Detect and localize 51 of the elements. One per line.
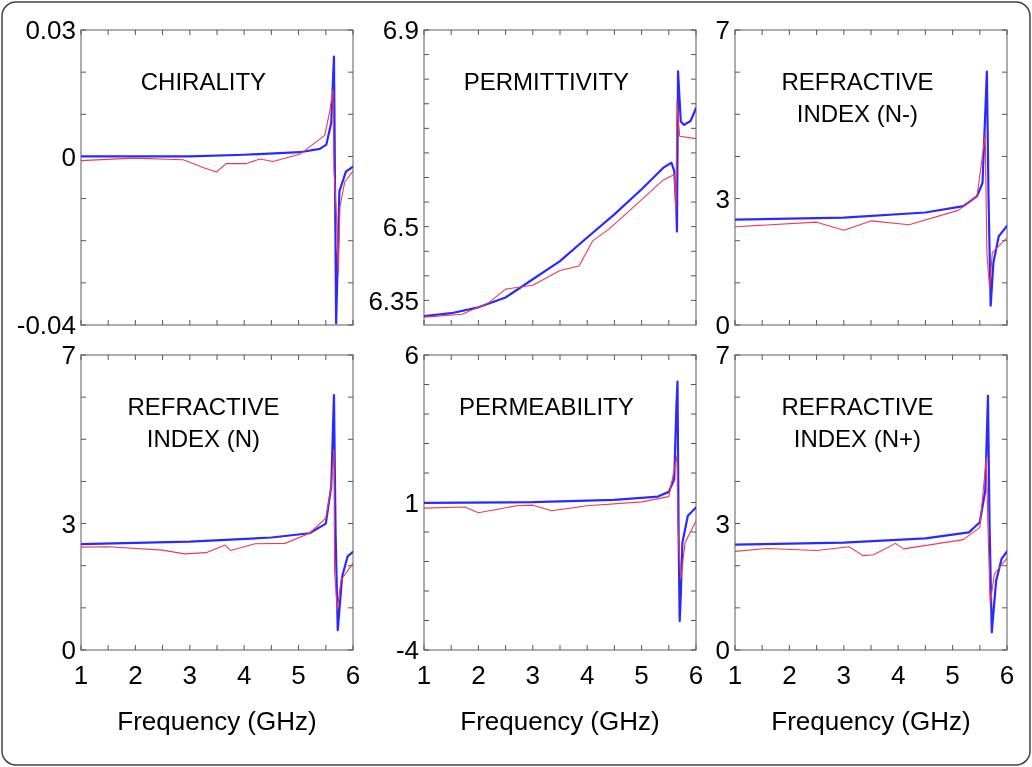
text: REFRACTIVE INDEX (N) bbox=[127, 393, 280, 453]
line-series bbox=[735, 133, 1007, 290]
y-tick-label: 3 bbox=[715, 183, 730, 214]
y-tick-label: 6.5 bbox=[382, 211, 419, 242]
y-tick-label: 6 bbox=[404, 340, 419, 371]
y-tick-label: 1 bbox=[404, 487, 419, 518]
y-tick-label: -0.04 bbox=[16, 310, 76, 341]
x-axis-title: Frequency (GHz) bbox=[460, 706, 660, 736]
line-series bbox=[735, 394, 1007, 634]
line-series bbox=[81, 393, 353, 632]
text: PERMEABILITY bbox=[459, 393, 634, 420]
line-series bbox=[735, 70, 1007, 307]
x-axis-title: Frequency (GHz) bbox=[771, 706, 971, 736]
x-tick-label: 4 bbox=[236, 660, 252, 690]
y-tick-label: 0 bbox=[715, 635, 730, 666]
x-tick-label: 3 bbox=[836, 660, 852, 690]
x-tick-label: 4 bbox=[579, 660, 595, 690]
y-tick-label: 3 bbox=[61, 508, 76, 539]
y-tick-label: 0 bbox=[715, 310, 730, 341]
x-tick-label: 5 bbox=[634, 660, 649, 690]
x-axis-title: Frequency (GHz) bbox=[117, 706, 317, 736]
x-tick-label: 2 bbox=[471, 660, 486, 690]
x-tick-label: 6 bbox=[345, 660, 361, 690]
x-tick-label: 3 bbox=[182, 660, 198, 690]
y-tick-label: -4 bbox=[395, 635, 419, 666]
y-tick-label: 3 bbox=[715, 508, 730, 539]
x-tick-label: 6 bbox=[688, 660, 704, 690]
line-series bbox=[81, 89, 353, 275]
x-tick-label: 5 bbox=[945, 660, 960, 690]
text: REFRACTIVE INDEX (N+) bbox=[781, 393, 934, 453]
x-tick-label: 4 bbox=[890, 660, 906, 690]
y-tick-label: 6.9 bbox=[382, 15, 419, 46]
text: CHIRALITY bbox=[140, 68, 267, 95]
y-tick-label: 6.35 bbox=[368, 285, 419, 316]
line-series bbox=[424, 455, 696, 580]
y-tick-label: 0 bbox=[61, 141, 76, 172]
y-tick-label: 7 bbox=[715, 340, 730, 371]
text: PERMITTIVITY bbox=[463, 68, 630, 95]
text: REFRACTIVE INDEX (N-) bbox=[781, 68, 934, 128]
line-series bbox=[81, 55, 353, 325]
x-tick-label: 5 bbox=[291, 660, 306, 690]
y-tick-label: 7 bbox=[715, 15, 730, 46]
x-tick-label: 3 bbox=[525, 660, 541, 690]
line-series bbox=[424, 380, 696, 623]
x-tick-label: 2 bbox=[782, 660, 797, 690]
x-tick-label: 6 bbox=[999, 660, 1015, 690]
x-tick-label: 2 bbox=[128, 660, 143, 690]
y-tick-label: 0.03 bbox=[25, 15, 76, 46]
y-tick-label: 7 bbox=[61, 340, 76, 371]
line-series bbox=[735, 456, 1007, 605]
y-tick-label: 0 bbox=[61, 635, 76, 666]
